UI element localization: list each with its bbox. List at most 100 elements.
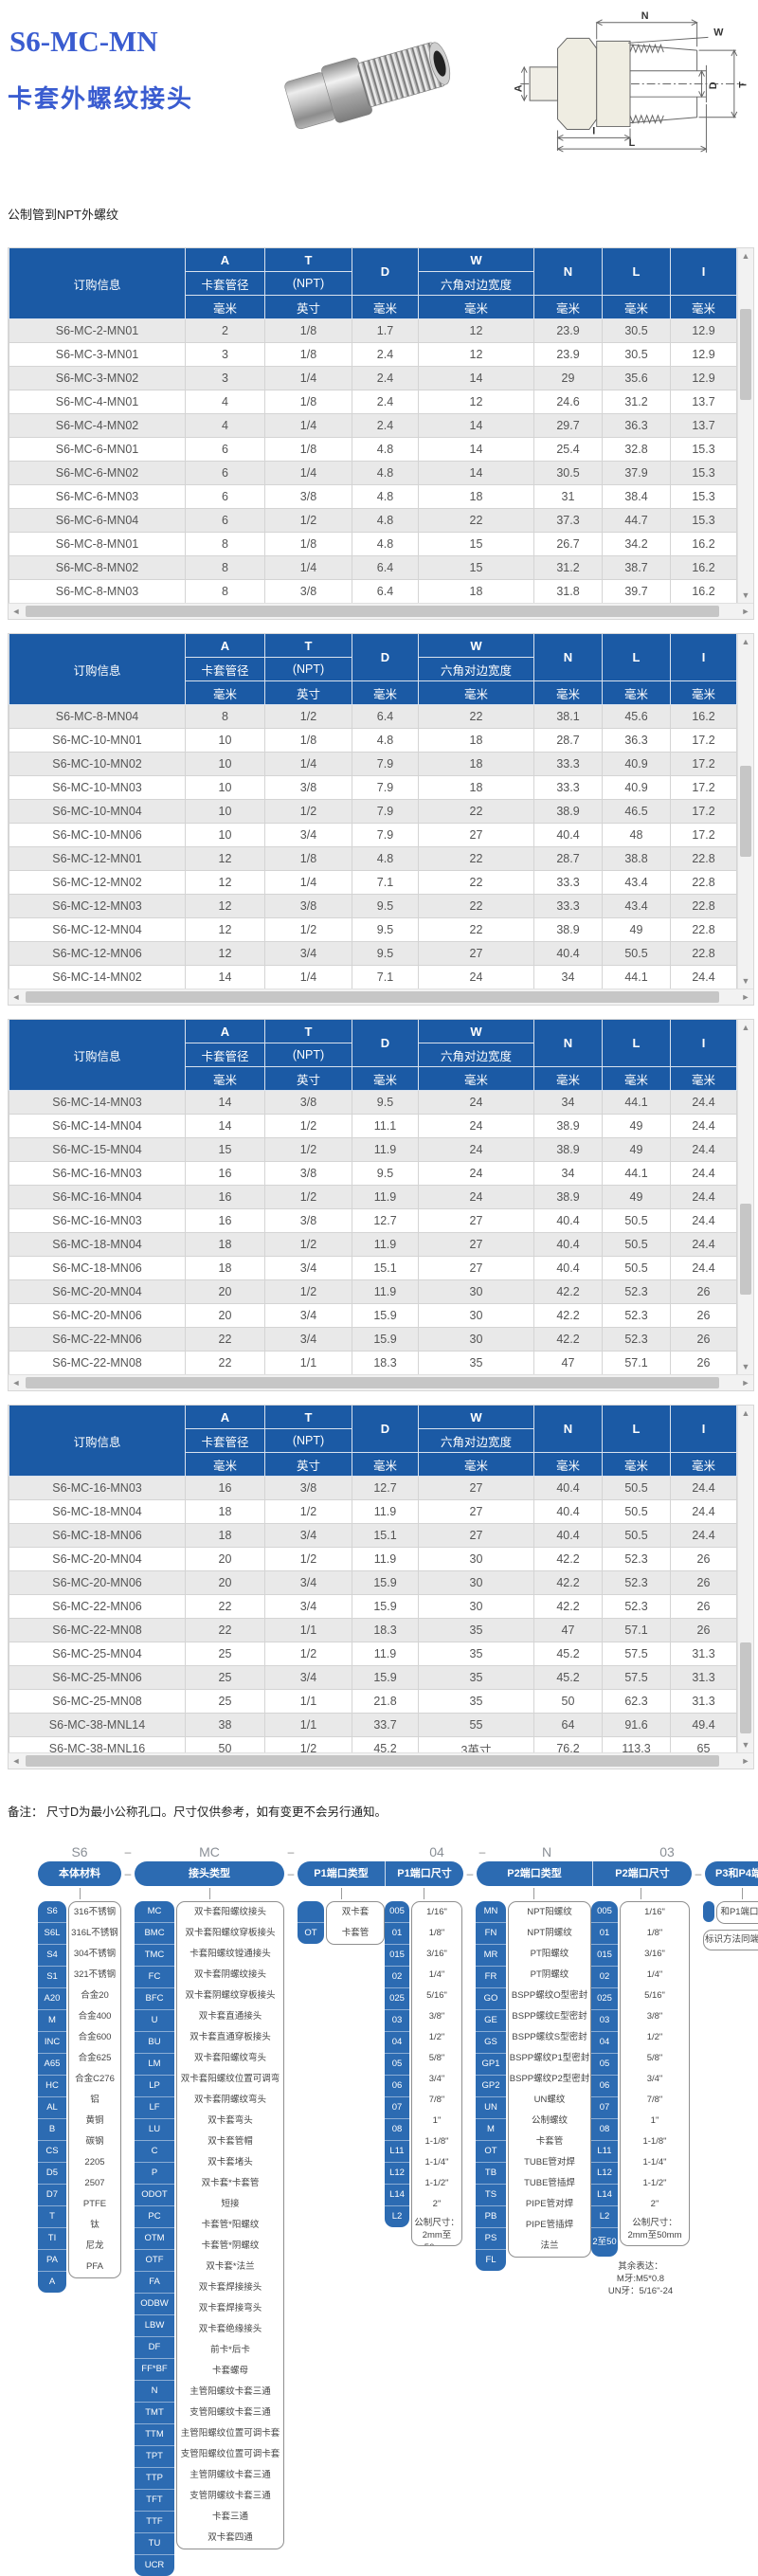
value-cell: 24 xyxy=(418,1114,534,1138)
option-label: 1/2" xyxy=(428,2032,445,2042)
vertical-scrollbar[interactable]: ▲ ▼ xyxy=(737,1020,753,1374)
value-cell: 20 xyxy=(185,1570,265,1595)
option-label: 支管阴螺纹卡套三通 xyxy=(190,2491,271,2501)
horizontal-scroll-track[interactable] xyxy=(24,604,738,619)
column-header-i: I xyxy=(670,1406,737,1453)
option-code: B xyxy=(38,2118,66,2140)
horizontal-scroll-thumb[interactable] xyxy=(26,606,719,617)
spec-table-block: 订购信息 A T D W N L I 卡套管径 (NPT) 六角对边宽度 毫米 英寸 毫米 毫米 毫米 毫米 毫米… xyxy=(8,633,754,1006)
vertical-scroll-track[interactable] xyxy=(738,263,753,588)
column-header-d: D xyxy=(352,1020,419,1067)
horizontal-scroll-thumb[interactable] xyxy=(26,1377,719,1388)
value-cell: 10 xyxy=(185,775,265,800)
scroll-up-button[interactable]: ▲ xyxy=(738,1406,753,1421)
value-cell: 16.2 xyxy=(670,555,737,580)
option-code: 07 xyxy=(591,2096,618,2118)
value-cell: 24.4 xyxy=(670,1232,737,1257)
scroll-left-button[interactable]: ◄ xyxy=(9,604,24,619)
table-row: S6-MC-3-MN02 3 1/4 2.4 14 29 35.6 12.9 xyxy=(9,366,737,390)
value-cell: 22 xyxy=(418,870,534,895)
vertical-scroll-thumb[interactable] xyxy=(740,766,751,858)
option-code: PC xyxy=(135,2205,174,2227)
scroll-down-button[interactable]: ▼ xyxy=(738,1737,753,1752)
scroll-up-button[interactable]: ▲ xyxy=(738,248,753,263)
horizontal-scroll-track[interactable] xyxy=(24,989,738,1005)
option-code: 005 xyxy=(389,1906,405,1916)
example-code-5: N xyxy=(541,1844,552,1859)
part-number-cell: S6-MC-6-MN01 xyxy=(9,437,186,462)
builder-column-4: 005 01 015 02 025 03 04 05 06 07 08 L11 L12 L14 L2 1/16… xyxy=(385,1901,462,2246)
vertical-scrollbar[interactable]: ▲ ▼ xyxy=(737,634,753,989)
scroll-left-button[interactable]: ◄ xyxy=(9,1753,24,1769)
value-cell: 31.2 xyxy=(602,390,671,414)
horizontal-scrollbar[interactable]: ◄ ► xyxy=(9,1374,753,1390)
option-label: BSPP螺纹O型密封 xyxy=(511,1990,588,2001)
label-box: NPT阳螺纹 NPT阴螺纹 PT阳螺纹 PT阴螺纹 BSPP螺纹O型密封 BSPP螺纹E型… xyxy=(508,1901,591,2258)
scroll-right-button[interactable]: ► xyxy=(738,604,753,619)
scroll-up-button[interactable]: ▲ xyxy=(738,634,753,649)
scroll-down-button[interactable]: ▼ xyxy=(738,1359,753,1374)
scroll-down-button[interactable]: ▼ xyxy=(738,973,753,989)
vertical-scroll-track[interactable] xyxy=(738,649,753,973)
vertical-scroll-track[interactable] xyxy=(738,1035,753,1359)
horizontal-scroll-thumb[interactable] xyxy=(26,1755,719,1767)
option-code: LBW xyxy=(135,2314,174,2336)
vertical-scroll-track[interactable] xyxy=(738,1421,753,1737)
vertical-scrollbar[interactable]: ▲ ▼ xyxy=(737,248,753,603)
value-cell: 17.2 xyxy=(670,752,737,776)
table-row: S6-MC-18-MN04 18 1/2 11.9 27 40.4 50.5 24.4 xyxy=(9,1232,737,1257)
value-cell: 42.2 xyxy=(533,1279,603,1304)
section-label: 公制管到NPT外螺纹 xyxy=(8,208,119,222)
column-subheader: 六角对边宽度 xyxy=(418,1043,534,1067)
value-cell: 52.3 xyxy=(602,1279,671,1304)
part-number-cell: S6-MC-18-MN06 xyxy=(9,1256,186,1280)
code-bar: 005 01 015 02 025 03 04 05 06 07 08 L11 L12 L14 L2 xyxy=(385,1901,409,2227)
column-header-n: N xyxy=(533,634,603,681)
value-cell: 6.4 xyxy=(352,555,419,580)
value-cell: 44.7 xyxy=(602,508,671,533)
scroll-left-button[interactable]: ◄ xyxy=(9,1375,24,1390)
part-number-cell: S6-MC-20-MN06 xyxy=(9,1303,186,1328)
value-cell: 40.4 xyxy=(533,1256,603,1280)
value-cell: 52.3 xyxy=(602,1570,671,1595)
option-label: 1-1/4" xyxy=(424,2157,449,2168)
horizontal-scroll-track[interactable] xyxy=(24,1753,738,1769)
horizontal-scrollbar[interactable]: ◄ ► xyxy=(9,989,753,1005)
builder-header-row: 本体材料 – 接头类型 – P1端口类型 P1端口尺寸 – P2端口类型 P2端口尺寸 – P3和P… xyxy=(8,1861,758,1886)
value-cell: 12 xyxy=(418,342,534,367)
option-label: 双卡套堵头 xyxy=(208,2157,253,2168)
part-number-cell: S6-MC-16-MN03 xyxy=(9,1476,186,1500)
value-cell: 4.8 xyxy=(352,532,419,556)
connector-line xyxy=(741,1888,743,1899)
value-cell: 1/8 xyxy=(264,437,352,462)
option-code: 06 xyxy=(591,2075,618,2096)
vertical-scroll-thumb[interactable] xyxy=(740,1642,751,1733)
value-cell: 31.2 xyxy=(533,555,603,580)
horizontal-scrollbar[interactable]: ◄ ► xyxy=(9,603,753,619)
value-cell: 3/4 xyxy=(264,1327,352,1351)
value-cell: 29 xyxy=(533,366,603,390)
value-cell: 9.5 xyxy=(352,941,419,966)
vertical-scroll-thumb[interactable] xyxy=(740,1203,751,1295)
horizontal-scroll-thumb[interactable] xyxy=(26,991,719,1003)
scroll-right-button[interactable]: ► xyxy=(738,989,753,1005)
scroll-down-button[interactable]: ▼ xyxy=(738,588,753,603)
column-header-d: D xyxy=(352,248,419,296)
value-cell: 22.8 xyxy=(670,941,737,966)
part-number-cell: S6-MC-38-MNL16 xyxy=(9,1736,186,1752)
option-code: S6L xyxy=(38,1922,66,1944)
value-cell: 22.8 xyxy=(670,894,737,918)
scroll-up-button[interactable]: ▲ xyxy=(738,1020,753,1035)
builder-header-3: P1端口类型 xyxy=(298,1861,385,1886)
vertical-scrollbar[interactable]: ▲ ▼ xyxy=(737,1406,753,1752)
value-cell: 45.2 xyxy=(352,1736,419,1752)
scroll-right-button[interactable]: ► xyxy=(738,1753,753,1769)
horizontal-scroll-track[interactable] xyxy=(24,1375,738,1390)
value-cell: 15 xyxy=(418,555,534,580)
dim-label-l: L xyxy=(629,137,636,149)
horizontal-scrollbar[interactable]: ◄ ► xyxy=(9,1752,753,1769)
scroll-left-button[interactable]: ◄ xyxy=(9,989,24,1005)
vertical-scroll-thumb[interactable] xyxy=(740,308,751,400)
scroll-right-button[interactable]: ► xyxy=(738,1375,753,1390)
value-cell: 1/8 xyxy=(264,390,352,414)
